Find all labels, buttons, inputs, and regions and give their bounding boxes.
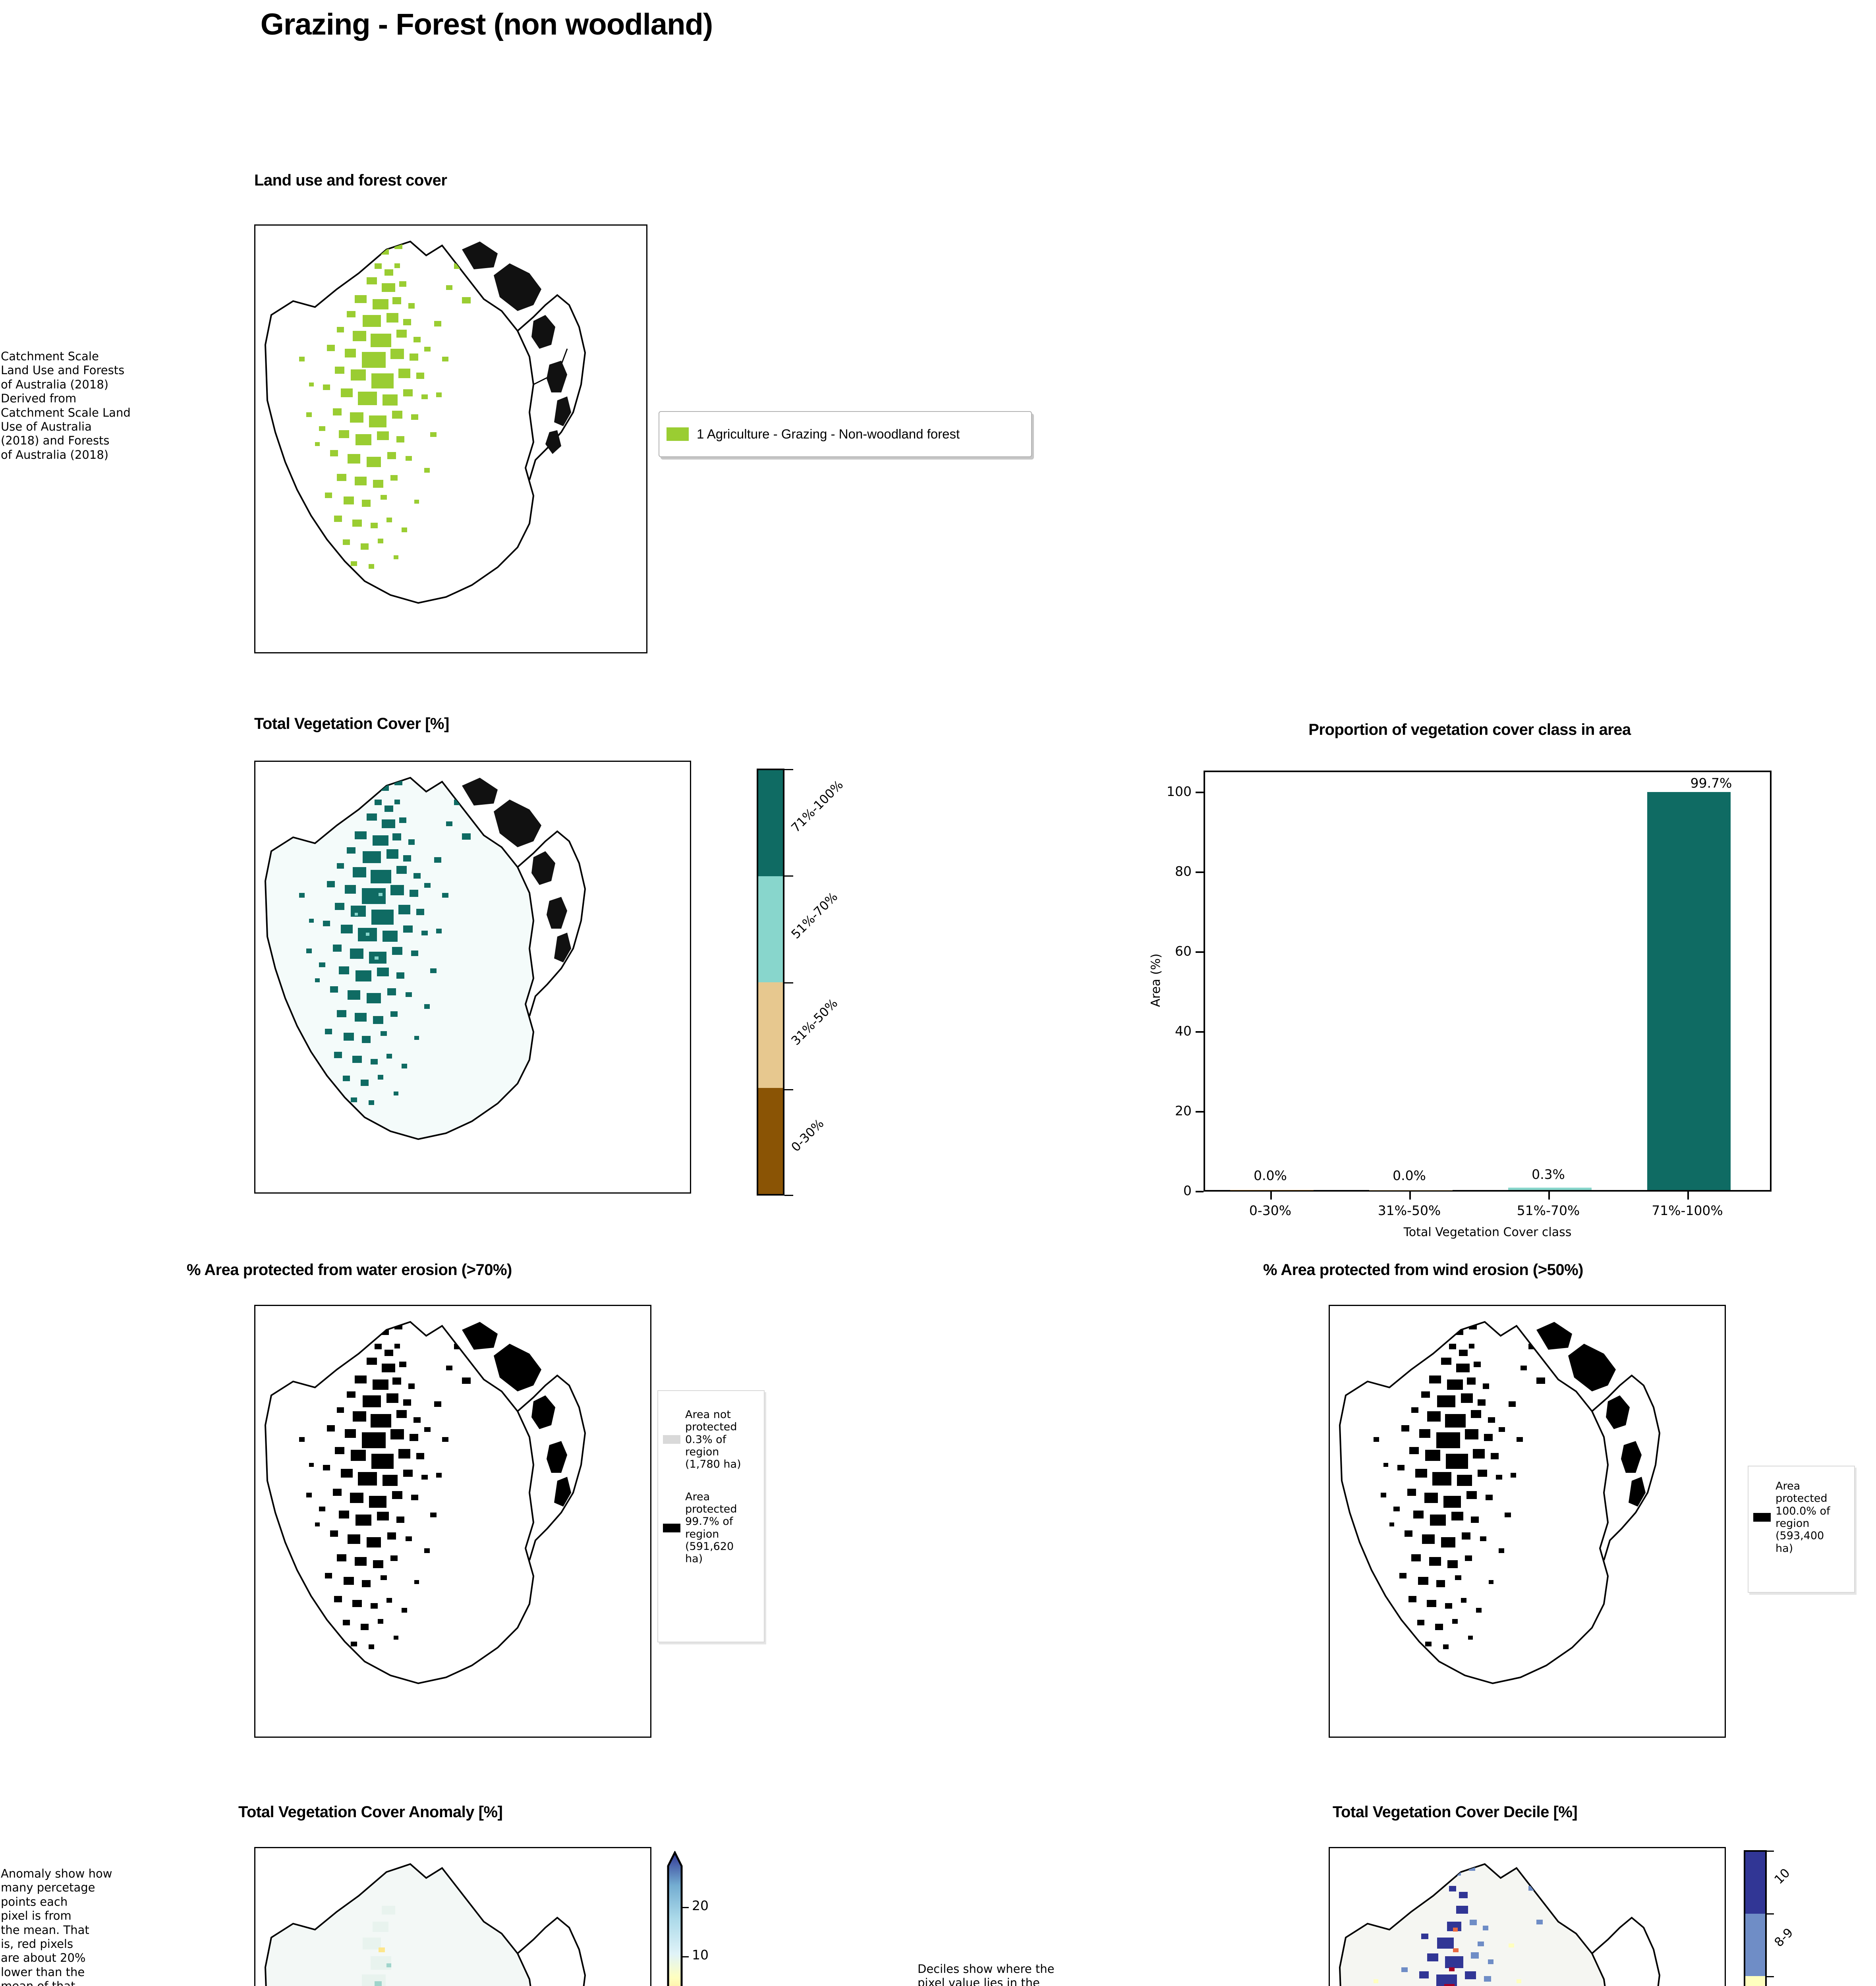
- legend-text-protected: Area protected 99.7% of region (591,620 …: [685, 1490, 737, 1565]
- y-tick-100: [1196, 792, 1204, 793]
- land-use-side-note: Catchment Scale Land Use and Forests of …: [1, 350, 131, 462]
- decile-tick-0: [1767, 1851, 1774, 1852]
- decile-tick-1: [1767, 1913, 1774, 1915]
- cbar-seg-71-100: [758, 770, 783, 876]
- anomaly-colorbar: [667, 1851, 683, 1986]
- x-tick-0: [1270, 1192, 1272, 1200]
- cbar-tick-2: [784, 982, 793, 983]
- y-tick-label-0: 0: [1183, 1183, 1192, 1198]
- bar-71-100[interactable]: [1647, 792, 1731, 1190]
- decile-seg-8-9: [1745, 1914, 1765, 1976]
- x-tick-3: [1687, 1192, 1689, 1200]
- cbar-seg-0-30: [758, 1088, 783, 1194]
- decile-tick-2: [1767, 1976, 1774, 1977]
- anomaly-tick-10: [682, 1956, 689, 1957]
- legend-text-protected-wind: Area protected 100.0% of region (593,400…: [1776, 1480, 1830, 1555]
- legend-swatch-protected: [663, 1523, 680, 1532]
- water-erosion-panel-title: % Area protected from water erosion (>70…: [187, 1261, 512, 1279]
- y-tick-label-60: 60: [1175, 943, 1192, 959]
- water-erosion-map: [254, 1305, 651, 1738]
- x-tick-2: [1548, 1192, 1550, 1200]
- decile-side-note: Deciles show where the pixel value lies …: [918, 1962, 1055, 1986]
- cbar-tick-0: [784, 769, 793, 770]
- cbar-label-51-70: 51%-70%: [788, 889, 841, 942]
- bar-51-70[interactable]: [1508, 1188, 1592, 1190]
- x-tick-label-51-70: 51%-70%: [1517, 1203, 1580, 1218]
- land-use-map-graphic: [264, 240, 586, 604]
- bar-value-51-70: 0.3%: [1532, 1167, 1565, 1182]
- legend-row-not-protected: Area not protected 0.3% of region (1,780…: [663, 1408, 759, 1471]
- decile-colorbar: [1744, 1850, 1767, 1986]
- cbar-label-71-100: 71%-100%: [788, 777, 846, 835]
- land-use-legend-swatch: [667, 427, 689, 441]
- y-tick-label-100: 100: [1167, 784, 1192, 799]
- anomaly-map: [254, 1847, 651, 1986]
- decile-seg-10: [1745, 1852, 1765, 1914]
- legend-swatch-not-protected: [663, 1435, 680, 1444]
- y-tick-60: [1196, 951, 1204, 953]
- y-tick-20: [1196, 1111, 1204, 1113]
- y-tick-label-40: 40: [1175, 1023, 1192, 1039]
- x-tick-label-71-100: 71%-100%: [1652, 1203, 1723, 1218]
- x-tick-1: [1409, 1192, 1411, 1200]
- anomaly-side-note: Anomaly show how many percetage points e…: [1, 1867, 112, 1986]
- y-axis-label: Area (%): [1149, 953, 1163, 1007]
- bar-value-0-30: 0.0%: [1254, 1168, 1287, 1183]
- cbar-tick-4: [784, 1195, 793, 1196]
- water-erosion-map-graphic: [264, 1321, 586, 1685]
- decile-map: [1329, 1847, 1726, 1986]
- bar-value-31-50: 0.0%: [1393, 1168, 1426, 1183]
- legend-text-not-protected: Area not protected 0.3% of region (1,780…: [685, 1408, 741, 1471]
- decile-label-10: 10: [1772, 1866, 1793, 1887]
- land-use-panel-title: Land use and forest cover: [254, 172, 447, 189]
- anomaly-tick-20: [682, 1907, 689, 1908]
- total-veg-cover-map-graphic: [264, 777, 586, 1140]
- decile-panel-title: Total Vegetation Cover Decile [%]: [1333, 1803, 1578, 1821]
- wind-erosion-map-graphic: [1339, 1321, 1661, 1685]
- anomaly-tick-label-10: 10: [692, 1947, 709, 1963]
- bar-chart: 0.0% 0.0% 0.3% 99.7% 0 20 40 60 80 100 0…: [1149, 771, 1772, 1239]
- cbar-seg-31-50: [758, 982, 783, 1088]
- wind-erosion-panel-title: % Area protected from wind erosion (>50%…: [1263, 1261, 1583, 1279]
- y-tick-label-20: 20: [1175, 1103, 1192, 1119]
- wind-erosion-legend[interactable]: Area protected 100.0% of region (593,400…: [1748, 1466, 1855, 1593]
- anomaly-tick-label-20: 20: [692, 1898, 709, 1913]
- page-title: Grazing - Forest (non woodland): [260, 8, 713, 41]
- anomaly-map-graphic: [264, 1863, 586, 1986]
- anomaly-panel-title: Total Vegetation Cover Anomaly [%]: [238, 1803, 503, 1821]
- cbar-tick-3: [784, 1089, 793, 1090]
- legend-row-protected: Area protected 99.7% of region (591,620 …: [663, 1491, 759, 1565]
- land-use-map: [254, 224, 647, 653]
- x-tick-label-0-30: 0-30%: [1249, 1203, 1292, 1218]
- cbar-label-31-50: 31%-50%: [788, 996, 841, 1048]
- legend-row-protected-wind: Area protected 100.0% of region (593,400…: [1753, 1480, 1849, 1555]
- cbar-tick-1: [784, 875, 793, 877]
- y-tick-0: [1196, 1191, 1204, 1192]
- y-tick-80: [1196, 871, 1204, 873]
- land-use-legend[interactable]: 1 Agriculture - Grazing - Non-woodland f…: [659, 411, 1032, 457]
- total-veg-cover-colorbar: [757, 769, 784, 1196]
- x-tick-label-31-50: 31%-50%: [1378, 1203, 1441, 1218]
- cbar-label-0-30: 0-30%: [788, 1116, 827, 1155]
- water-erosion-legend[interactable]: Area not protected 0.3% of region (1,780…: [657, 1390, 765, 1642]
- decile-map-graphic: [1339, 1863, 1661, 1986]
- decile-seg-4-7: [1745, 1976, 1765, 1986]
- bar-chart-plot-area: [1204, 771, 1772, 1192]
- legend-swatch-protected-wind: [1753, 1513, 1771, 1522]
- x-axis-label: Total Vegetation Cover class: [1403, 1225, 1572, 1239]
- bar-value-71-100: 99.7%: [1690, 775, 1732, 791]
- land-use-legend-label: 1 Agriculture - Grazing - Non-woodland f…: [697, 427, 960, 441]
- bar-chart-title: Proportion of vegetation cover class in …: [1308, 721, 1631, 738]
- total-veg-cover-map: [254, 761, 691, 1194]
- y-tick-40: [1196, 1031, 1204, 1033]
- cbar-seg-51-70: [758, 876, 783, 982]
- total-veg-cover-panel-title: Total Vegetation Cover [%]: [254, 715, 449, 732]
- wind-erosion-map: [1329, 1305, 1726, 1738]
- decile-label-8-9: 8-9: [1772, 1925, 1796, 1950]
- y-tick-label-80: 80: [1175, 864, 1192, 879]
